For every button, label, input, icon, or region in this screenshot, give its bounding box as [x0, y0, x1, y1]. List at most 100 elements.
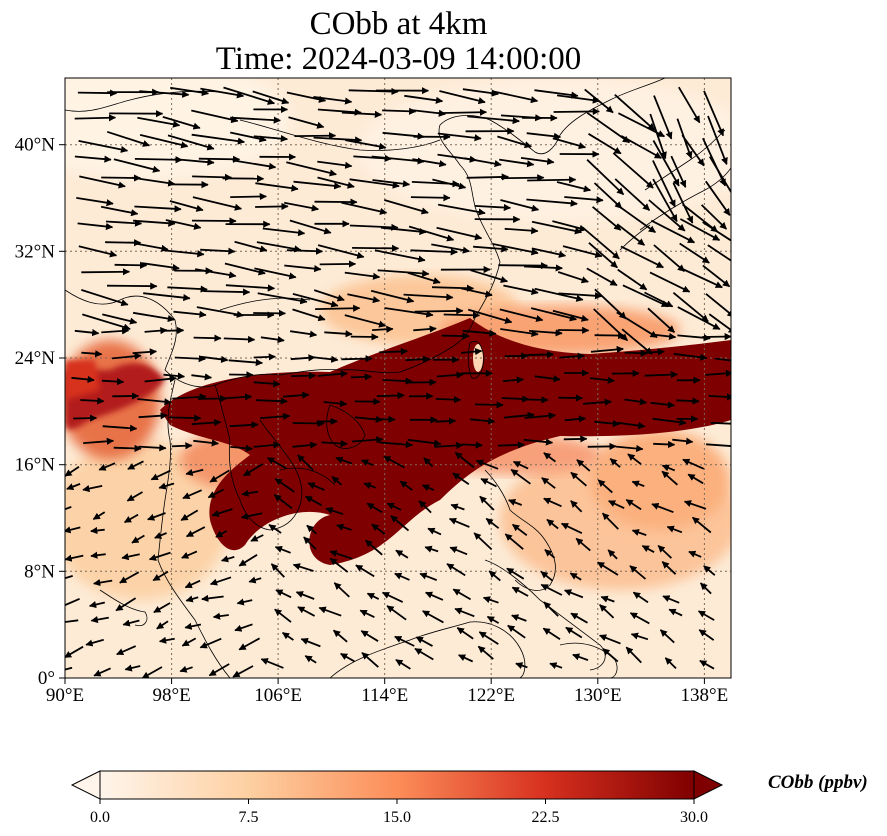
wind-arrow [499, 158, 535, 168]
wind-arrow [435, 396, 462, 404]
wind-arrow [74, 114, 117, 122]
wind-arrow [708, 393, 731, 401]
wind-arrow [662, 595, 680, 604]
wind-arrow [66, 483, 81, 491]
wind-arrow [679, 242, 710, 264]
wind-arrow [515, 662, 528, 669]
wind-arrow [582, 226, 620, 260]
wind-arrow [413, 325, 437, 333]
wind-arrow [65, 465, 80, 477]
wind-arrow [531, 247, 567, 258]
wind-arrow [230, 444, 254, 452]
wind-arrow [705, 369, 731, 377]
wind-arrow [384, 307, 434, 318]
wind-arrow [123, 513, 139, 524]
wind-arrow [587, 442, 617, 451]
wind-arrow [682, 458, 705, 470]
lon-axis [64, 678, 705, 684]
wind-arrow [304, 495, 323, 507]
map-plot-area [65, 78, 731, 678]
wind-arrow [381, 591, 404, 603]
wind-arrow [378, 440, 414, 449]
wind-arrow [559, 352, 586, 360]
wind-arrow [162, 326, 185, 335]
wind-arrow [576, 459, 591, 472]
wind-arrow [394, 572, 410, 581]
wind-arrow [584, 88, 614, 114]
wind-arrow [491, 90, 539, 104]
wind-arrow [185, 526, 206, 538]
wind-arrow [143, 292, 191, 302]
wind-arrow [527, 176, 577, 184]
wind-arrow [456, 627, 474, 640]
map-title: CObb at 4km [309, 6, 488, 42]
map-subtitle-time: Time: 2024-03-09 14:00:00 [215, 41, 582, 77]
wind-arrow [355, 564, 375, 578]
wind-arrow [531, 220, 583, 235]
wind-arrow [192, 173, 233, 181]
wind-arrow [80, 397, 105, 405]
wind-arrow [215, 530, 228, 538]
wind-arrow [437, 132, 482, 142]
wind-arrow [652, 178, 678, 223]
wind-arrow [139, 90, 190, 98]
wind-arrow [657, 544, 673, 559]
wind-arrow [661, 464, 676, 472]
wind-arrow [169, 200, 204, 212]
wind-arrow [683, 500, 707, 510]
wind-arrow [524, 264, 563, 272]
wind-arrow [359, 609, 375, 619]
wind-arrow [486, 615, 500, 624]
wind-arrow [65, 597, 80, 609]
wind-arrow [523, 438, 554, 446]
wind-arrow [134, 205, 182, 213]
high-concentration-plume [160, 318, 731, 565]
wind-arrow [631, 529, 647, 536]
wind-arrow [360, 459, 374, 467]
wind-arrow [172, 393, 207, 401]
wind-arrow [167, 134, 215, 151]
wind-arrow [347, 293, 381, 304]
wind-arrow [144, 375, 177, 383]
wind-arrow [180, 509, 199, 521]
wind-arrow [499, 308, 544, 323]
wind-arrow [594, 419, 621, 428]
wind-arrow [352, 244, 400, 252]
wind-arrow [482, 596, 499, 604]
wind-arrow [127, 460, 144, 470]
wind-arrow [692, 516, 712, 534]
wind-arrow [437, 108, 488, 116]
colorbar-extend-max [693, 770, 724, 800]
wind-arrow [546, 518, 559, 530]
wind-arrow [512, 523, 528, 537]
wind-arrow [182, 489, 202, 500]
wind-arrow [241, 489, 259, 497]
wind-arrow [81, 268, 131, 276]
wind-arrow [290, 354, 316, 362]
wind-arrow [652, 417, 687, 426]
wind-arrow [254, 267, 297, 280]
wind-arrow [234, 240, 268, 253]
wind-arrow [425, 591, 444, 601]
wind-arrow [304, 655, 317, 664]
wind-arrow [225, 284, 276, 292]
wind-arrow [627, 453, 642, 465]
wind-arrow [83, 437, 115, 445]
wind-arrow [437, 203, 486, 216]
wind-arrow [414, 647, 434, 661]
wind-arrow [405, 355, 431, 363]
wind-arrow [208, 663, 230, 677]
wind-arrow [524, 350, 555, 359]
wind-arrow [648, 199, 686, 232]
wind-arrow [336, 523, 352, 531]
wind-arrow [377, 269, 430, 278]
wind-arrow [590, 376, 616, 384]
wind-arrow [449, 546, 468, 556]
wind-arrow [661, 470, 678, 486]
wind-arrow [300, 637, 321, 648]
wind-arrow [503, 284, 539, 295]
wind-arrow [292, 563, 314, 572]
wind-arrow [165, 219, 202, 230]
wind-arrow [289, 219, 332, 235]
wind-arrow [100, 205, 139, 217]
